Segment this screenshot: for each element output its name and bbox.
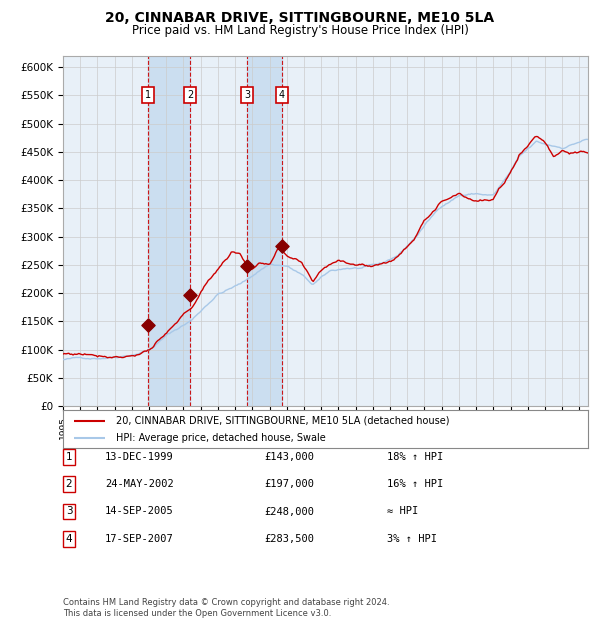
- Text: 18% ↑ HPI: 18% ↑ HPI: [387, 452, 443, 462]
- Text: £197,000: £197,000: [264, 479, 314, 489]
- Text: 14-SEP-2005: 14-SEP-2005: [105, 507, 174, 516]
- Text: 20, CINNABAR DRIVE, SITTINGBOURNE, ME10 5LA: 20, CINNABAR DRIVE, SITTINGBOURNE, ME10 …: [106, 11, 494, 25]
- Text: 3: 3: [65, 507, 73, 516]
- Text: 24-MAY-2002: 24-MAY-2002: [105, 479, 174, 489]
- Bar: [247, 56, 282, 406]
- Point: [185, 290, 195, 299]
- Text: 3: 3: [244, 91, 250, 100]
- Text: 2: 2: [65, 479, 73, 489]
- Text: 17-SEP-2007: 17-SEP-2007: [105, 534, 174, 544]
- Text: 1: 1: [145, 91, 151, 100]
- Point: [143, 321, 153, 330]
- Text: 1: 1: [65, 452, 73, 462]
- Text: 20, CINNABAR DRIVE, SITTINGBOURNE, ME10 5LA (detached house): 20, CINNABAR DRIVE, SITTINGBOURNE, ME10 …: [115, 416, 449, 426]
- Point: [242, 261, 252, 271]
- Text: Contains HM Land Registry data © Crown copyright and database right 2024.
This d: Contains HM Land Registry data © Crown c…: [63, 598, 389, 618]
- Text: ≈ HPI: ≈ HPI: [387, 507, 418, 516]
- Text: £143,000: £143,000: [264, 452, 314, 462]
- Text: 4: 4: [279, 91, 285, 100]
- Text: 3% ↑ HPI: 3% ↑ HPI: [387, 534, 437, 544]
- Point: [277, 241, 287, 251]
- Text: 2: 2: [187, 91, 193, 100]
- Text: 4: 4: [65, 534, 73, 544]
- Text: £248,000: £248,000: [264, 507, 314, 516]
- Text: 16% ↑ HPI: 16% ↑ HPI: [387, 479, 443, 489]
- Text: 13-DEC-1999: 13-DEC-1999: [105, 452, 174, 462]
- Text: HPI: Average price, detached house, Swale: HPI: Average price, detached house, Swal…: [115, 433, 325, 443]
- Text: £283,500: £283,500: [264, 534, 314, 544]
- Bar: [148, 56, 190, 406]
- Text: Price paid vs. HM Land Registry's House Price Index (HPI): Price paid vs. HM Land Registry's House …: [131, 24, 469, 37]
